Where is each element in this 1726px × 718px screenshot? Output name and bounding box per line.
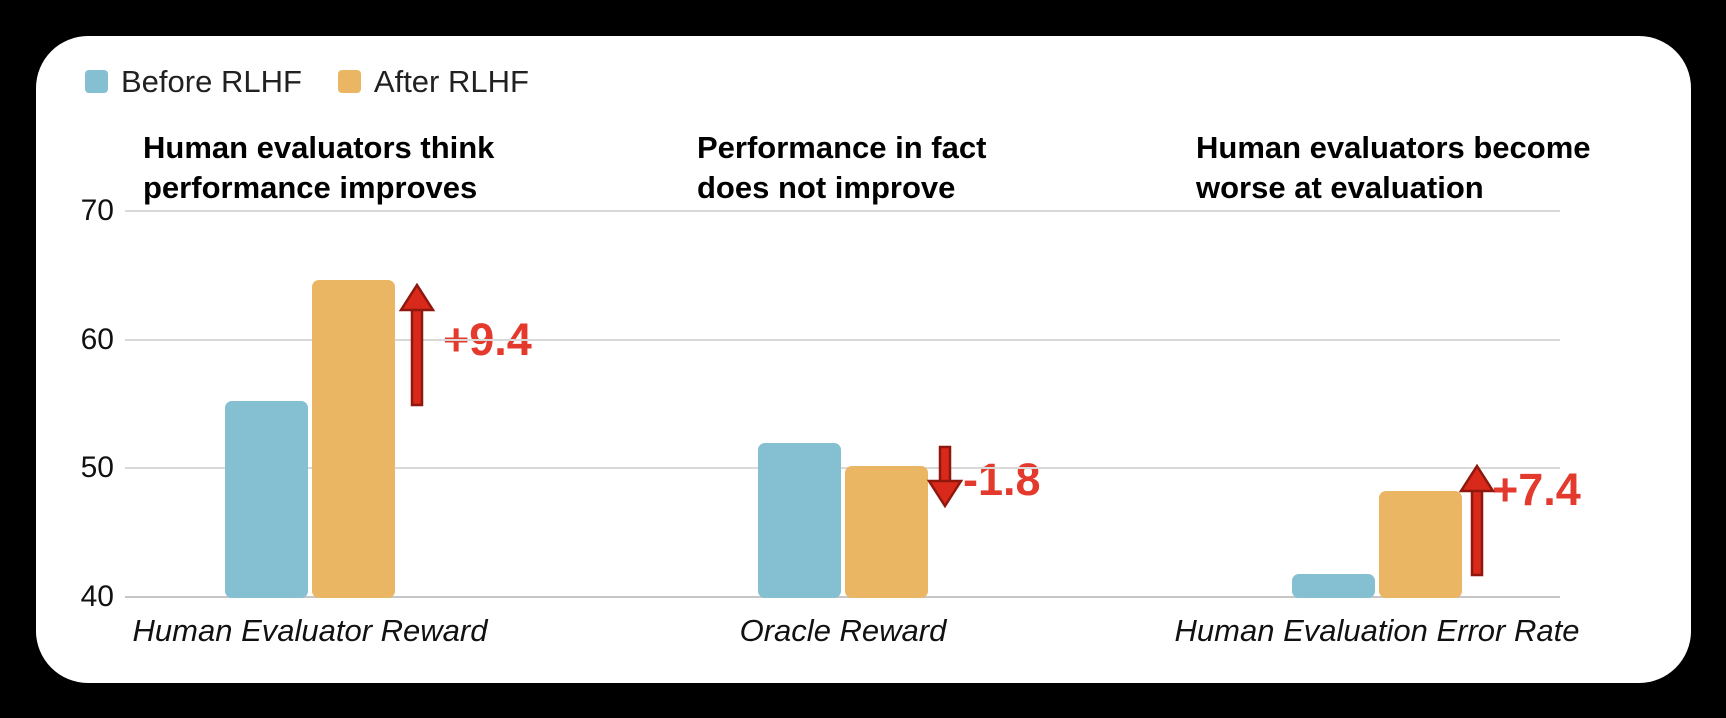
delta-value-label: -1.8 (963, 454, 1041, 505)
group-heading-human-evaluator-reward: Human evaluators think performance impro… (143, 128, 494, 208)
gridline (125, 338, 1560, 341)
delta-arrow-up-icon (398, 282, 436, 412)
bar-after-rlhf (845, 465, 928, 598)
gridline (125, 210, 1560, 212)
bar-before-rlhf (1292, 573, 1375, 598)
x-axis-label-oracle-reward: Oracle Reward (739, 613, 947, 648)
legend: Before RLHF After RLHF (85, 66, 529, 97)
bar-after-rlhf (312, 280, 395, 598)
gridline (125, 467, 1560, 470)
legend-label-before: Before RLHF (121, 64, 302, 99)
group-heading-oracle-reward: Performance in fact does not improve (697, 128, 986, 208)
gridline (125, 596, 1560, 598)
y-axis-tick-label: 60 (80, 322, 114, 356)
bar-before-rlhf (758, 442, 841, 598)
delta-value-label: +7.4 (1492, 464, 1581, 515)
y-axis-tick-label: 70 (80, 194, 114, 227)
group-heading-line: performance improves (143, 170, 478, 205)
legend-swatch-before-icon (85, 70, 108, 93)
delta-arrow-up-icon (1458, 463, 1496, 582)
y-axis-tick-label: 40 (80, 580, 114, 613)
chart-card: Before RLHF After RLHF Human evaluators … (36, 36, 1691, 683)
bar-after-rlhf (1379, 491, 1462, 598)
legend-item-before-rlhf: Before RLHF (85, 66, 302, 97)
x-axis-label-human-evaluation-error-rate: Human Evaluation Error Rate (1174, 613, 1580, 648)
group-heading-line: Human evaluators think (143, 130, 495, 165)
bar-chart: Before RLHF After RLHF Human evaluators … (36, 36, 1691, 683)
group-heading-line: Human evaluators become (1196, 130, 1591, 165)
bar-before-rlhf (225, 401, 308, 598)
y-axis-tick-label: 50 (80, 451, 114, 485)
group-heading-line: worse at evaluation (1196, 170, 1484, 205)
legend-item-after-rlhf: After RLHF (337, 64, 529, 99)
legend-label-after: After RLHF (373, 64, 529, 99)
x-axis-label-human-evaluator-reward: Human Evaluator Reward (132, 613, 488, 648)
legend-swatch-after-icon (337, 70, 361, 93)
group-heading-human-evaluation-error-rate: Human evaluators become worse at evaluat… (1196, 128, 1591, 208)
delta-arrow-down-icon (926, 445, 964, 513)
group-heading-line: does not improve (697, 170, 956, 205)
group-heading-line: Performance in fact (697, 130, 987, 165)
